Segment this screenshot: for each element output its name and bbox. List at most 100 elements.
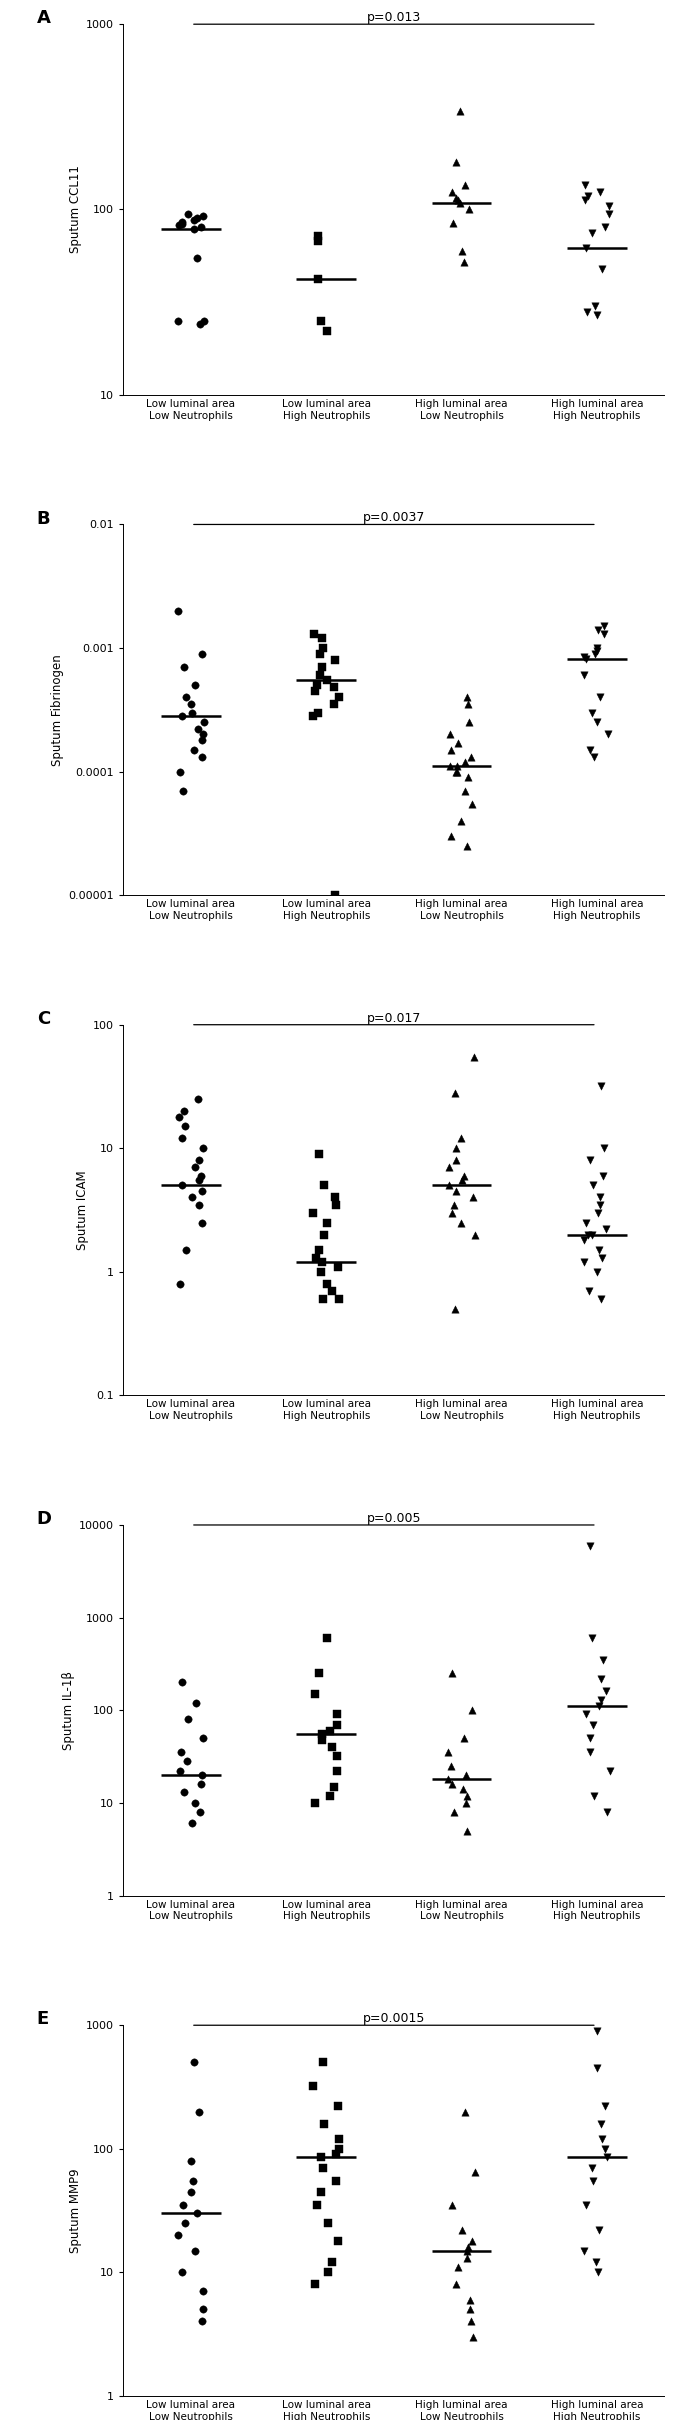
Point bbox=[469, 2151, 480, 2190]
Y-axis label: Sputum Fibrinogen: Sputum Fibrinogen bbox=[51, 653, 64, 765]
Point bbox=[585, 1718, 596, 1757]
Point bbox=[308, 2067, 319, 2105]
Point bbox=[322, 2205, 333, 2243]
Y-axis label: Sputum CCL11: Sputum CCL11 bbox=[69, 165, 82, 254]
Point bbox=[333, 1246, 344, 1285]
Point bbox=[604, 1752, 615, 1791]
Point bbox=[187, 692, 198, 731]
Point bbox=[319, 1215, 329, 1254]
Point bbox=[460, 1754, 471, 1793]
Point bbox=[451, 143, 462, 182]
Text: p=0.013: p=0.013 bbox=[366, 12, 421, 24]
Point bbox=[595, 1280, 606, 1319]
Point bbox=[598, 1641, 609, 1679]
Point bbox=[446, 731, 457, 770]
Point bbox=[593, 2253, 603, 2292]
Point bbox=[329, 876, 340, 915]
Point bbox=[330, 2161, 341, 2200]
Point bbox=[466, 2222, 477, 2260]
Point bbox=[459, 2093, 470, 2132]
Point bbox=[589, 634, 600, 673]
Text: p=0.0015: p=0.0015 bbox=[362, 2013, 425, 2026]
Point bbox=[332, 2222, 343, 2260]
Point bbox=[443, 1733, 453, 1771]
Point bbox=[595, 1679, 606, 1718]
Point bbox=[584, 1140, 595, 1179]
Point bbox=[177, 2185, 188, 2224]
Point bbox=[314, 1653, 325, 1692]
Point bbox=[596, 1067, 607, 1106]
Point bbox=[462, 2231, 473, 2270]
Point bbox=[586, 213, 597, 252]
Point bbox=[579, 167, 590, 206]
Point bbox=[177, 1166, 188, 1205]
Point bbox=[589, 738, 600, 777]
Text: E: E bbox=[37, 2011, 49, 2028]
Point bbox=[601, 1672, 612, 1711]
Point bbox=[197, 2272, 208, 2311]
Point bbox=[325, 1711, 336, 1750]
Text: D: D bbox=[37, 1510, 51, 1527]
Point bbox=[597, 249, 608, 288]
Point bbox=[174, 1096, 185, 1135]
Point bbox=[177, 2253, 188, 2292]
Point bbox=[462, 757, 473, 796]
Point bbox=[464, 191, 475, 230]
Point bbox=[334, 2120, 345, 2159]
Point bbox=[181, 1742, 192, 1781]
Point bbox=[579, 1220, 590, 1258]
Point bbox=[596, 1239, 607, 1278]
Point bbox=[189, 2042, 200, 2081]
Point bbox=[329, 668, 340, 707]
Point bbox=[447, 1193, 458, 1232]
Point bbox=[449, 1074, 460, 1113]
Point bbox=[446, 816, 457, 854]
Point bbox=[599, 1128, 610, 1166]
Point bbox=[443, 1759, 453, 1798]
Point bbox=[318, 2149, 329, 2188]
Point bbox=[458, 1769, 469, 1808]
Point bbox=[317, 1280, 328, 1319]
Point bbox=[459, 1157, 470, 1195]
Point bbox=[449, 1186, 460, 1225]
Point bbox=[595, 678, 606, 716]
Point bbox=[332, 1694, 342, 1733]
Point bbox=[312, 220, 323, 259]
Point bbox=[182, 194, 193, 232]
Point bbox=[176, 203, 187, 242]
Point bbox=[316, 620, 327, 658]
Point bbox=[588, 1706, 599, 1745]
Point bbox=[599, 208, 610, 247]
Point bbox=[451, 753, 462, 791]
Point bbox=[309, 670, 320, 709]
Point bbox=[462, 1813, 473, 1851]
Point bbox=[460, 743, 471, 782]
Text: A: A bbox=[37, 10, 51, 27]
Point bbox=[198, 196, 209, 235]
Point bbox=[197, 1718, 208, 1757]
Point bbox=[462, 678, 473, 716]
Point bbox=[592, 2011, 603, 2050]
Point bbox=[326, 1270, 337, 1309]
Point bbox=[176, 1118, 187, 1157]
Point bbox=[447, 172, 458, 211]
Point bbox=[311, 666, 322, 704]
Point bbox=[308, 615, 319, 653]
Point bbox=[595, 2103, 606, 2142]
Point bbox=[584, 1733, 595, 1771]
Point bbox=[198, 702, 209, 741]
Point bbox=[173, 2217, 184, 2255]
Point bbox=[173, 302, 184, 341]
Point bbox=[198, 2289, 209, 2328]
Point bbox=[456, 1203, 466, 1241]
Point bbox=[190, 666, 201, 704]
Point bbox=[580, 1694, 591, 1733]
Point bbox=[332, 2086, 343, 2125]
Point bbox=[578, 1241, 589, 1280]
Point bbox=[194, 1140, 205, 1179]
Point bbox=[197, 1754, 208, 1793]
Point bbox=[189, 2231, 200, 2270]
Y-axis label: Sputum ICAM: Sputum ICAM bbox=[76, 1171, 89, 1249]
Point bbox=[318, 629, 329, 668]
Point bbox=[590, 2243, 601, 2282]
